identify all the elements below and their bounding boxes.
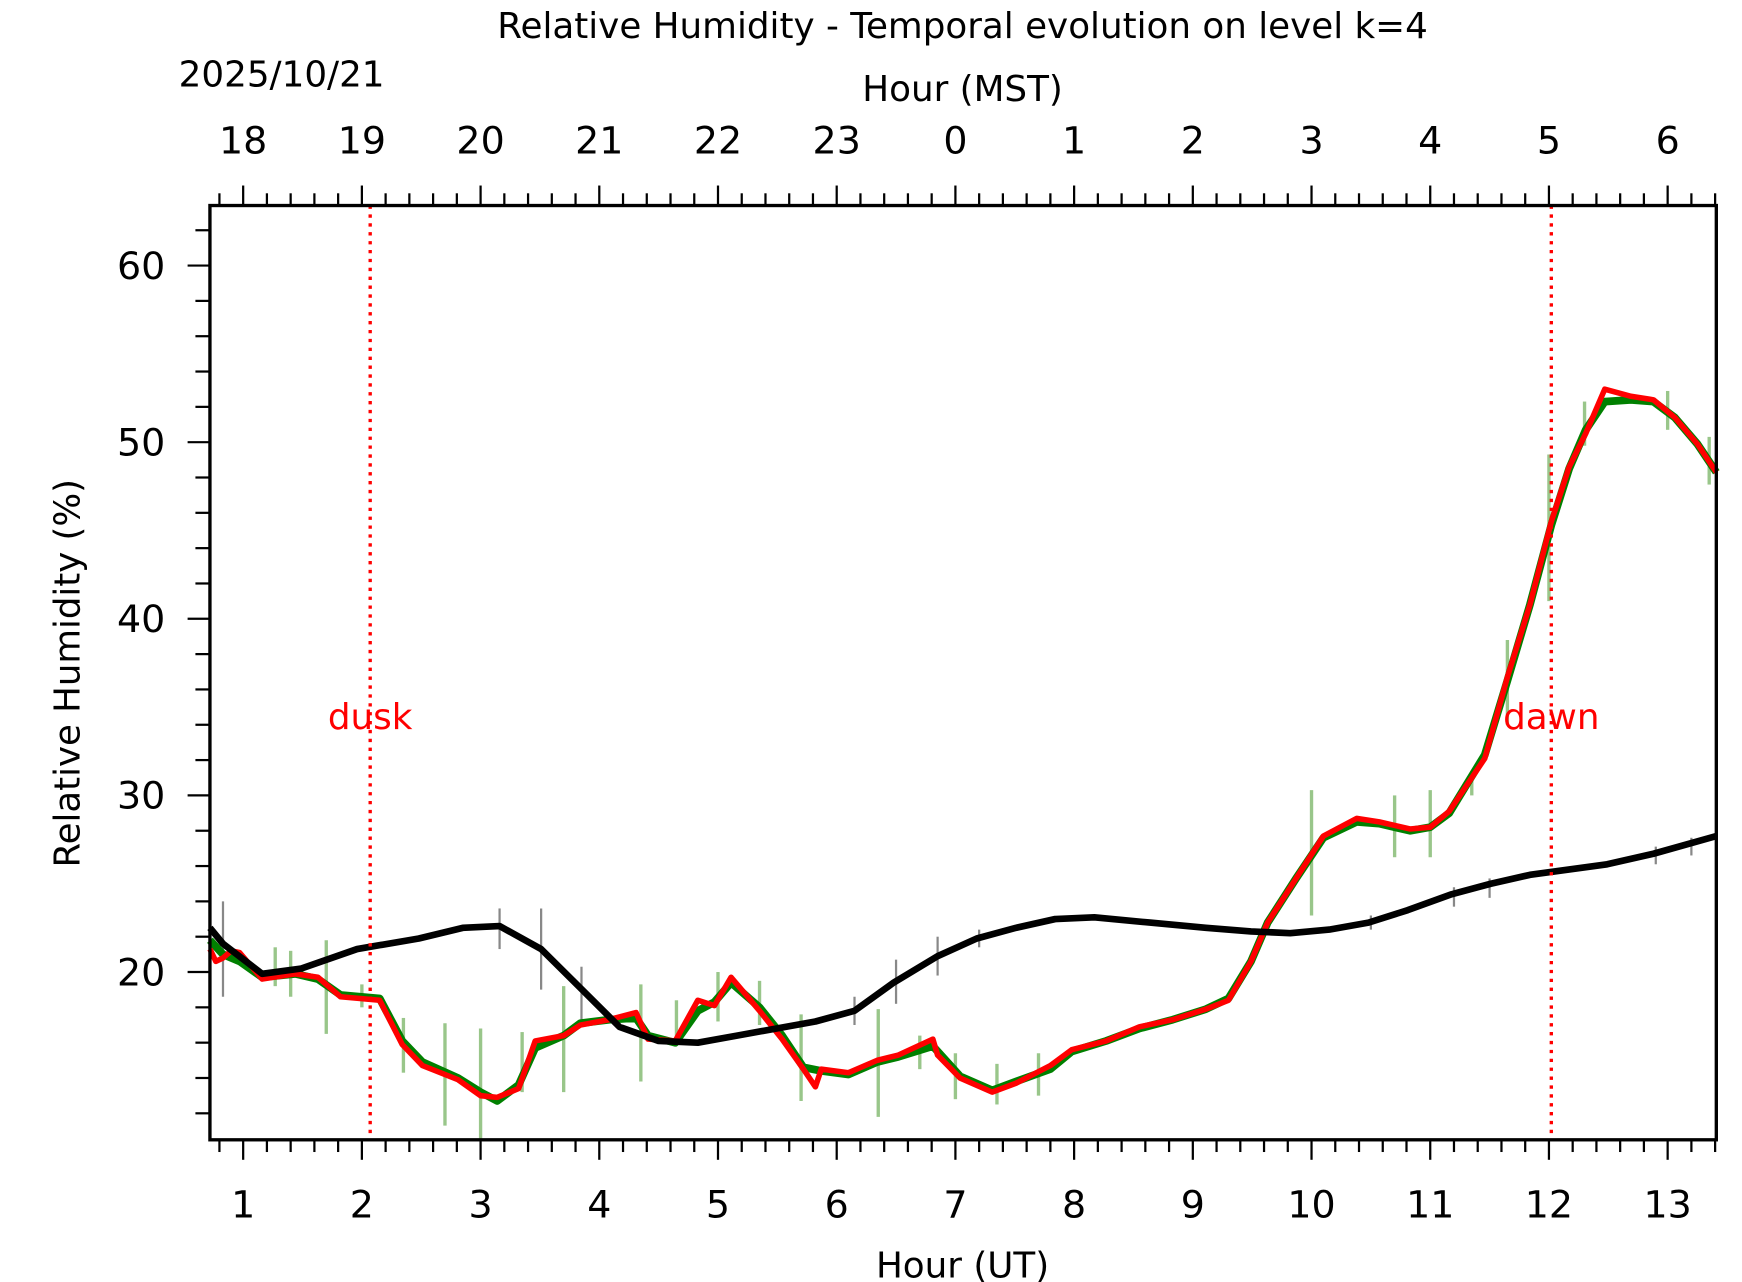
y-tick-label: 40 [117, 597, 165, 641]
x-tick-label: 12 [1525, 1183, 1573, 1227]
x2-tick-label: 18 [219, 118, 267, 162]
x-tick-label: 7 [943, 1183, 967, 1227]
x-tick-label: 13 [1643, 1183, 1691, 1227]
x-tick-label: 8 [1062, 1183, 1086, 1227]
x2-tick-label: 1 [1062, 118, 1086, 162]
top-axis-label: Hour (MST) [862, 69, 1063, 110]
x-tick-label: 3 [469, 1183, 493, 1227]
x-tick-label: 6 [825, 1183, 849, 1227]
x-tick-label: 9 [1181, 1183, 1205, 1227]
x-tick-label: 10 [1287, 1183, 1335, 1227]
x-tick-label: 4 [587, 1183, 611, 1227]
series-line-model [207, 832, 1718, 1047]
x-tick-label: 1 [231, 1183, 255, 1227]
x-tick-label: 2 [350, 1183, 374, 1227]
x2-tick-label: 5 [1537, 118, 1561, 162]
x2-tick-label: 0 [943, 118, 967, 162]
y-tick-label: 20 [117, 950, 165, 994]
x2-tick-label: 22 [694, 118, 742, 162]
y-axis-label: Relative Humidity (%) [47, 479, 88, 867]
annotation-label-dawn: dawn [1503, 697, 1599, 738]
series-line-observed_smooth [207, 395, 1720, 1105]
y-tick-label: 50 [117, 421, 165, 465]
x2-tick-label: 19 [338, 118, 386, 162]
y-tick-label: 30 [117, 774, 165, 818]
date-label: 2025/10/21 [179, 55, 385, 96]
x-axis-label: Hour (UT) [876, 1246, 1049, 1282]
x2-tick-label: 20 [456, 118, 504, 162]
x-tick-label: 11 [1406, 1183, 1454, 1227]
x2-tick-label: 21 [575, 118, 623, 162]
annotation-label-dusk: dusk [328, 697, 413, 738]
x2-tick-label: 3 [1299, 118, 1323, 162]
x2-tick-label: 4 [1418, 118, 1442, 162]
x-tick-label: 5 [706, 1183, 730, 1227]
y-tick-label: 60 [117, 244, 165, 288]
x2-tick-label: 23 [813, 118, 861, 162]
series-line-observed [207, 386, 1719, 1101]
chart-title: Relative Humidity - Temporal evolution o… [497, 6, 1428, 47]
x2-tick-label: 6 [1656, 118, 1680, 162]
x2-tick-label: 2 [1181, 118, 1205, 162]
plot-frame [208, 203, 1718, 1142]
